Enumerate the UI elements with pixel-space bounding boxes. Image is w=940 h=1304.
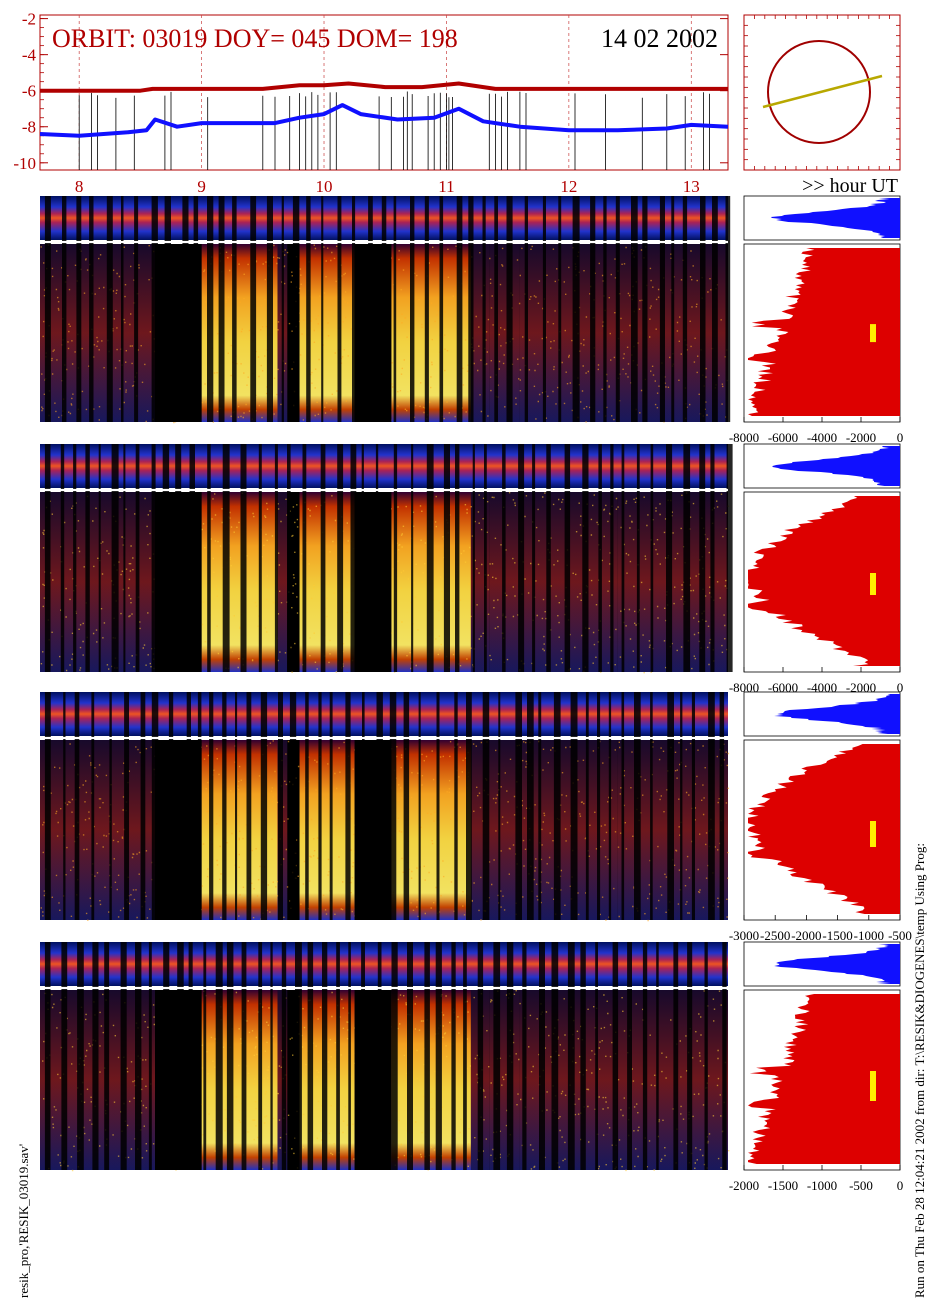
hist-tick-label: -1500 <box>822 928 852 943</box>
spectrum-profile <box>748 994 900 1164</box>
hist-tick-label: -2500 <box>760 928 790 943</box>
hist-tick-label: -1500 <box>768 1178 798 1193</box>
hist-tick-label: 0 <box>897 1178 904 1193</box>
panel-2: -8000 -6000 -4000 -2000 0 <box>40 443 904 695</box>
data-gap <box>155 492 202 672</box>
hour-tick-label: 13 <box>683 177 700 196</box>
panel-3: -3000 -2500 -2000 -1500 -1000 -500 <box>40 691 912 943</box>
band-strip <box>40 942 728 986</box>
data-gap <box>354 990 392 1170</box>
orbit-circle <box>767 40 871 144</box>
histogram-2: -8000 -6000 -4000 -2000 0 <box>729 443 904 695</box>
hist-tick-label: -4000 <box>807 680 837 695</box>
data-gap-bars <box>44 444 733 672</box>
histogram-4: -2000 -1500 -1000 -500 0 <box>729 941 904 1193</box>
spectrogram-segment <box>277 492 288 672</box>
spectrogram-segment <box>391 740 471 920</box>
hist-tick-label: 0 <box>897 430 904 445</box>
spectrum-profile <box>748 248 900 416</box>
data-gap <box>155 990 202 1170</box>
orbit-label: ORBIT: 03019 DOY= 045 DOM= 198 <box>52 24 458 53</box>
lightcurve-plot: -2 -4 -6 -8 -10 ORBIT: 03019 DOY= 045 DOM= 1… <box>13 10 729 173</box>
hour-tick-label: 11 <box>438 177 454 196</box>
band-strip <box>40 444 728 488</box>
run-info-label: Run on Thu Feb 28 12:04:21 2002 from dir… <box>912 843 927 1298</box>
level-marker <box>870 573 876 595</box>
hour-tick-label: 12 <box>560 177 577 196</box>
y-tick-label: -8 <box>22 118 36 137</box>
data-gap-bars <box>44 942 727 1170</box>
spectrum-profile <box>748 744 900 914</box>
level-marker <box>870 821 876 847</box>
hist-tick-label: -6000 <box>768 430 798 445</box>
y-tick-label: -4 <box>22 46 37 65</box>
panel-4: -2000 -1500 -1000 -500 0 <box>40 941 904 1193</box>
date-label: 14 02 2002 <box>601 24 718 53</box>
spectrogram-segment <box>489 740 520 920</box>
hist-tick-label: -8000 <box>729 680 759 695</box>
level-marker <box>870 1071 876 1101</box>
data-gap-bars <box>44 196 731 422</box>
histogram-1: -8000 -6000 -4000 -2000 0 <box>729 195 904 445</box>
hist-tick-label: -4000 <box>807 430 837 445</box>
hist-tick-label: -2000 <box>846 680 876 695</box>
spectrogram-panels: -8000 -6000 -4000 -2000 0 -8000 -6000 -4000 -200… <box>40 195 912 1193</box>
program-file-label: resik_pro,'RESIK_03019.sav' <box>16 1144 31 1298</box>
orbit-panel-ticks <box>743 14 901 171</box>
hour-gridlines <box>78 15 692 170</box>
hour-tick-label: 8 <box>75 177 84 196</box>
spectrogram-segment <box>391 990 471 1170</box>
level-marker <box>870 324 876 343</box>
spectrogram-segment <box>519 740 618 920</box>
hour-axis-labels: 8 9 10 11 12 13 <box>75 177 700 196</box>
spectrogram-segment <box>299 492 355 672</box>
series-lines <box>39 81 729 138</box>
series-line-1 <box>39 103 729 138</box>
spectrogram-segment <box>617 492 728 672</box>
y-tick-label: -10 <box>13 154 36 173</box>
spectrogram-segment <box>201 492 278 672</box>
data-gap <box>354 740 392 920</box>
data-gap <box>354 244 392 422</box>
hour-tick-label: 9 <box>197 177 206 196</box>
hist-tick-label: -2000 <box>846 430 876 445</box>
hist-tick-label: -2000 <box>791 928 821 943</box>
data-gap-bars <box>44 692 725 920</box>
orbit-panel <box>743 14 901 171</box>
hist-tick-label: -500 <box>888 928 912 943</box>
band-profile <box>772 446 900 486</box>
data-gap <box>155 740 202 920</box>
hist-tick-label: -1000 <box>807 1178 837 1193</box>
band-profile <box>770 198 900 238</box>
data-gap <box>155 244 202 422</box>
orbit-track-line <box>762 74 883 109</box>
spectrogram-segment <box>201 990 278 1170</box>
hist-tick-label: -1000 <box>854 928 884 943</box>
orbit-panel-frame <box>743 14 901 171</box>
band-profile <box>774 694 900 734</box>
hour-ut-label: >> hour UT <box>802 175 898 197</box>
spectrum-profile <box>748 496 900 666</box>
histogram-3: -3000 -2500 -2000 -1500 -1000 -500 <box>729 691 912 943</box>
y-tick-label: -6 <box>22 82 36 101</box>
spectrogram-segment <box>617 990 728 1170</box>
spectrogram-segment <box>201 244 278 422</box>
hist-tick-label: -8000 <box>729 430 759 445</box>
series-line-0 <box>40 81 728 93</box>
y-tick-label: -2 <box>22 10 36 29</box>
hist-tick-label: -6000 <box>768 680 798 695</box>
hist-tick-label: -500 <box>849 1178 873 1193</box>
hour-tick-label: 10 <box>316 177 333 196</box>
band-profile <box>774 944 900 984</box>
hist-tick-label: -3000 <box>729 928 759 943</box>
hist-tick-label: 0 <box>897 680 904 695</box>
panel-1: -8000 -6000 -4000 -2000 0 <box>40 195 904 445</box>
spectrogram-segment <box>489 244 520 422</box>
data-gap <box>354 492 392 672</box>
spectrogram-segment <box>40 740 156 920</box>
hist-tick-label: -2000 <box>729 1178 759 1193</box>
spectrogram-segment <box>519 244 618 422</box>
